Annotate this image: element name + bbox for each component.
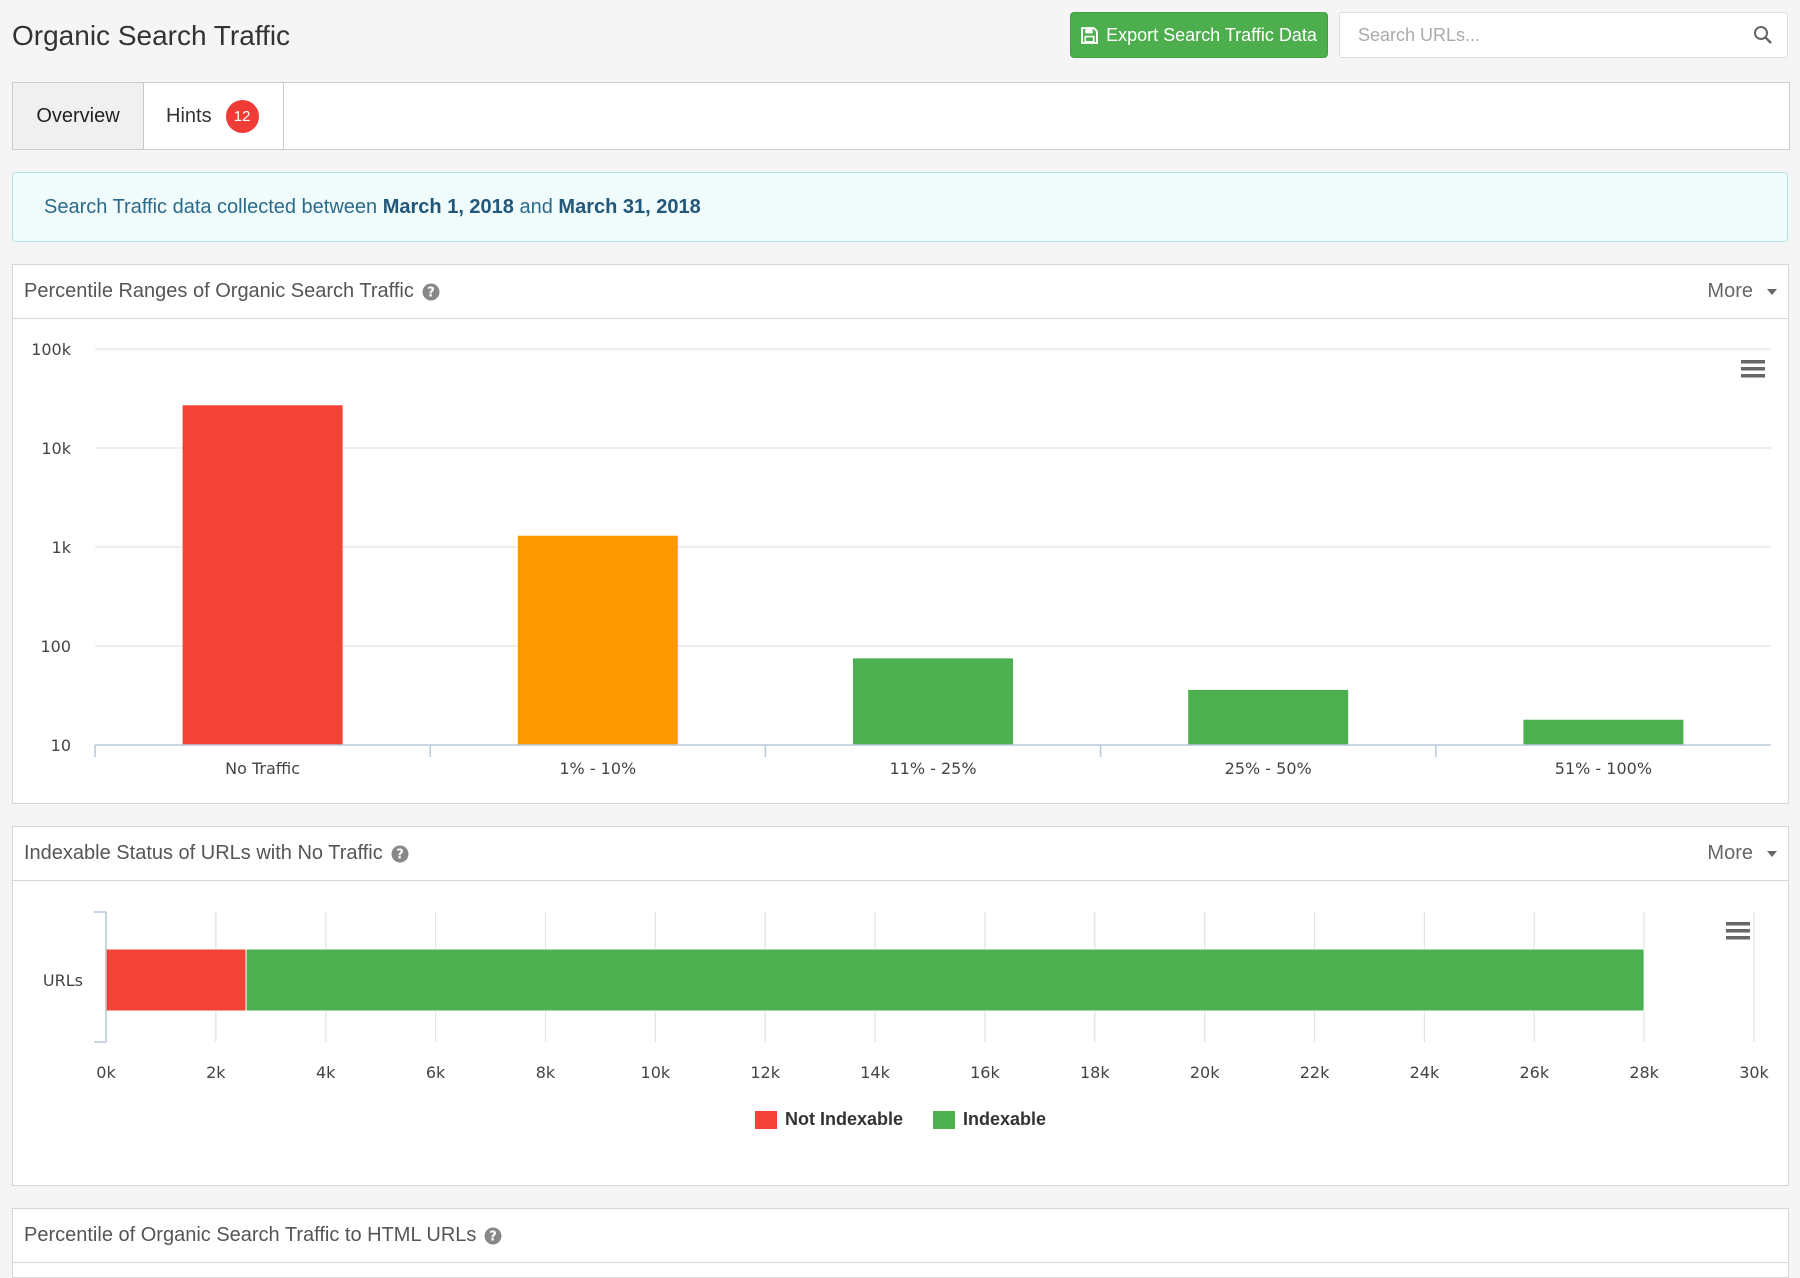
panel-title: Percentile of Organic Search Traffic to … [24, 1224, 477, 1246]
more-label: More [1707, 842, 1753, 864]
bar[interactable] [517, 535, 678, 745]
x-tick-label: 6k [426, 1063, 446, 1082]
x-tick-label: No Traffic [225, 759, 300, 778]
y-tick-label: 100 [40, 637, 71, 656]
indexable-stacked-bar-chart: 0k 2k 4k 6k 8k 10k 12k 14k 16k 18k 20k 22k 24k 26k 28k… [43, 911, 1770, 1082]
tab-overview[interactable]: Overview [13, 83, 144, 149]
tab-overview-label: Overview [36, 104, 120, 127]
banner-start-date: March 1, 2018 [382, 195, 514, 218]
bar[interactable] [182, 405, 343, 745]
x-tick-label: 2k [206, 1063, 226, 1082]
tab-hints-label: Hints [166, 104, 212, 127]
caret-down-icon [1767, 850, 1777, 857]
html-urls-percentile-panel: Percentile of Organic Search Traffic to … [12, 1208, 1789, 1278]
legend-item-not-indexable[interactable]: Not Indexable [754, 1109, 903, 1130]
chart-menu-icon[interactable] [1741, 360, 1765, 378]
panel-header: Percentile of Organic Search Traffic to … [13, 1209, 1788, 1263]
percentile-bar-chart: 100k 10k 1k 100 10 No Traffic 1% - 10% 11% - 2… [31, 340, 1771, 778]
x-tick-label: 8k [536, 1063, 556, 1082]
x-tick-label: 26k [1519, 1063, 1549, 1082]
x-tick-label: 10k [641, 1063, 671, 1082]
legend-label: Indexable [963, 1109, 1047, 1129]
x-tick-label: 0k [96, 1063, 116, 1082]
page-header: Organic Search Traffic Export Search Tra… [0, 0, 1800, 70]
x-tick-label: 22k [1300, 1063, 1330, 1082]
bar-segment[interactable] [245, 948, 1645, 1012]
y-tick-label: 100k [31, 340, 72, 359]
search-icon[interactable] [1753, 25, 1773, 45]
x-tick-label: 14k [860, 1063, 890, 1082]
search-box [1339, 12, 1788, 58]
x-tick-label: 18k [1080, 1063, 1110, 1082]
indexable-status-panel: Indexable Status of URLs with No Traffic… [12, 826, 1789, 1186]
tab-hints[interactable]: Hints 12 [144, 83, 284, 149]
x-tick-label: 28k [1629, 1063, 1659, 1082]
x-tick-label: 25% - 50% [1225, 759, 1312, 778]
export-label: Export Search Traffic Data [1106, 24, 1317, 45]
save-icon [1081, 26, 1099, 44]
svg-text:?: ? [427, 285, 435, 300]
y-category-label: URLs [43, 971, 83, 990]
x-tick-label: 1% - 10% [559, 759, 636, 778]
help-icon[interactable]: ? [484, 1227, 502, 1245]
svg-text:?: ? [396, 847, 404, 862]
caret-down-icon [1767, 288, 1777, 295]
date-range-banner: Search Traffic data collected between Ma… [12, 172, 1788, 242]
panel-title: Percentile Ranges of Organic Search Traf… [24, 280, 414, 302]
banner-middle: and [513, 195, 559, 218]
page-title: Organic Search Traffic [12, 20, 291, 51]
legend-swatch [754, 1110, 777, 1129]
bar[interactable] [853, 658, 1013, 745]
y-tick-label: 10 [51, 736, 71, 755]
svg-text:?: ? [490, 1229, 498, 1244]
chart-legend: Not Indexable Indexable [13, 1109, 1788, 1130]
tab-bar: Overview Hints 12 [12, 82, 1790, 150]
x-tick-label: 16k [970, 1063, 1000, 1082]
search-input[interactable] [1340, 13, 1740, 57]
x-tick-label: 24k [1410, 1063, 1440, 1082]
hints-count-badge: 12 [225, 99, 259, 133]
panel-title: Indexable Status of URLs with No Traffic [24, 842, 383, 864]
bar[interactable] [1188, 689, 1349, 745]
more-menu[interactable]: More [1707, 842, 1777, 865]
x-tick-label: 20k [1190, 1063, 1220, 1082]
y-tick-label: 1k [52, 538, 72, 557]
chart-menu-icon[interactable] [1726, 922, 1750, 940]
percentile-ranges-panel: Percentile Ranges of Organic Search Traf… [12, 264, 1789, 804]
legend-item-indexable[interactable]: Indexable [933, 1109, 1046, 1130]
help-icon[interactable]: ? [422, 283, 440, 301]
panel-header: Percentile Ranges of Organic Search Traf… [13, 265, 1788, 319]
panel-header: Indexable Status of URLs with No Traffic… [13, 827, 1788, 881]
more-label: More [1707, 280, 1753, 302]
export-button[interactable]: Export Search Traffic Data [1070, 12, 1328, 58]
legend-label: Not Indexable [784, 1109, 903, 1129]
bar[interactable] [1523, 719, 1684, 745]
bar-segment[interactable] [105, 948, 247, 1012]
x-tick-label: 11% - 25% [889, 759, 976, 778]
legend-swatch [933, 1110, 955, 1129]
x-tick-label: 51% - 100% [1555, 759, 1652, 778]
banner-prefix: Search Traffic data collected between [44, 195, 383, 218]
more-menu[interactable]: More [1707, 280, 1777, 303]
banner-end-date: March 31, 2018 [558, 195, 701, 218]
x-tick-label: 30k [1739, 1063, 1769, 1082]
x-tick-label: 12k [750, 1063, 780, 1082]
help-icon[interactable]: ? [391, 845, 409, 863]
y-tick-label: 10k [41, 439, 71, 458]
x-tick-label: 4k [316, 1063, 336, 1082]
